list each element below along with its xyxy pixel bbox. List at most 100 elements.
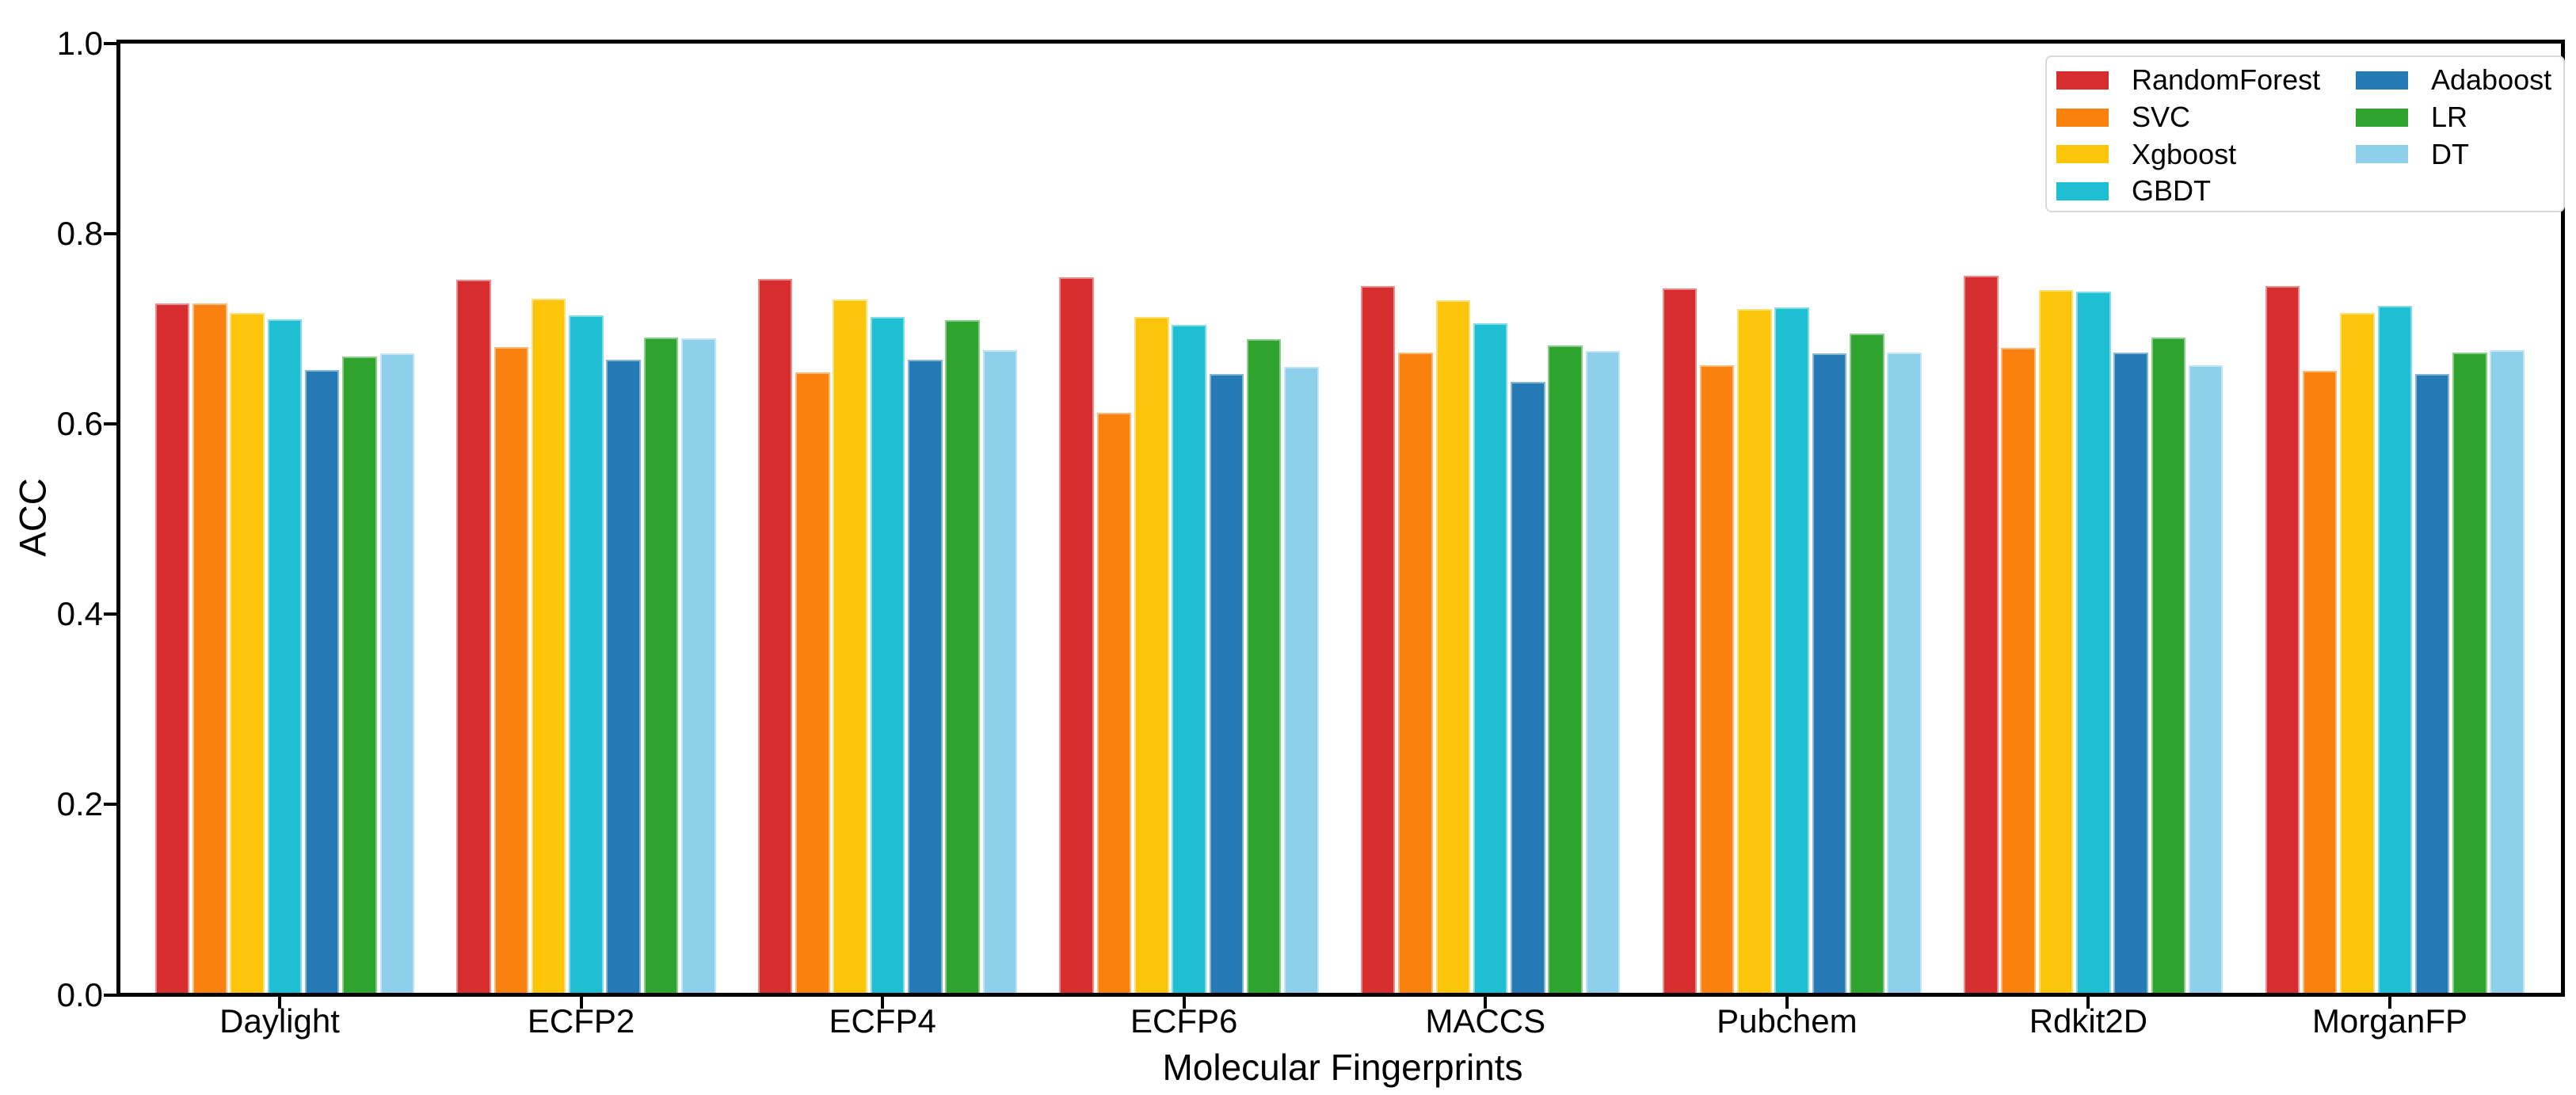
x-tick-mark [1484, 997, 1488, 1009]
bar-gbdt-maccs [1473, 322, 1508, 993]
top-spine [116, 40, 2565, 44]
bar-gbdt-ecfp6 [1172, 325, 1206, 993]
x-tick-label: Daylight [219, 1002, 340, 1040]
legend-label: DT [2431, 137, 2469, 170]
bar-xgboost-ecfp6 [1134, 316, 1169, 993]
bar-randomforest-daylight [154, 303, 190, 993]
right-spine [2561, 40, 2565, 997]
bar-lr-pubchem [1850, 334, 1884, 993]
legend-label: Xgboost [2132, 137, 2237, 170]
bar-dt-ecfp6 [1284, 367, 1319, 993]
y-tick-label: 0.0 [56, 975, 103, 1013]
bar-adaboost-ecfp4 [908, 359, 943, 993]
adaboost-swatch-icon [2356, 71, 2408, 90]
bar-gbdt-pubchem [1774, 307, 1809, 993]
bar-adaboost-rdkit2d [2113, 353, 2148, 993]
x-tick-label: ECFP4 [829, 1002, 936, 1040]
bar-lr-rdkit2d [2151, 337, 2186, 993]
bar-svc-rdkit2d [2001, 348, 2036, 993]
x-axis-title: Molecular Fingerprints [1162, 1047, 1523, 1088]
y-tick-label: 0.6 [56, 405, 103, 443]
bar-dt-morganfp [2490, 349, 2525, 993]
svc-swatch-icon [2056, 108, 2109, 127]
bar-svc-ecfp6 [1096, 412, 1132, 993]
y-tick-mark [104, 803, 116, 807]
bar-xgboost-daylight [230, 312, 265, 993]
legend-label: GBDT [2132, 174, 2212, 208]
legend-label: RandomForest [2132, 63, 2321, 97]
bar-gbdt-morganfp [2377, 306, 2413, 993]
bar-dt-rdkit2d [2188, 364, 2224, 993]
bar-randomforest-rdkit2d [1964, 275, 1999, 993]
bar-xgboost-morganfp [2340, 312, 2375, 993]
bar-lr-ecfp2 [643, 337, 679, 993]
bar-adaboost-ecfp2 [606, 359, 641, 993]
bar-randomforest-ecfp2 [456, 279, 491, 993]
bar-xgboost-maccs [1435, 300, 1471, 993]
bar-svc-morganfp [2302, 370, 2338, 993]
bar-gbdt-ecfp4 [870, 316, 905, 993]
bar-adaboost-pubchem [1812, 353, 1847, 993]
lr-swatch-icon [2356, 108, 2408, 127]
bar-randomforest-ecfp6 [1059, 277, 1094, 993]
bar-lr-daylight [342, 356, 377, 993]
gbdt-swatch-icon [2056, 181, 2109, 200]
bar-lr-ecfp4 [945, 320, 980, 993]
bar-adaboost-daylight [304, 369, 340, 993]
x-tick-mark [1182, 997, 1186, 1009]
bar-dt-pubchem [1887, 353, 1922, 993]
bar-xgboost-pubchem [1737, 308, 1772, 993]
bar-xgboost-ecfp4 [833, 299, 867, 993]
y-tick-mark [104, 232, 116, 236]
y-tick-mark [104, 42, 116, 45]
y-tick-label: 0.4 [56, 595, 103, 633]
bar-gbdt-ecfp2 [569, 315, 604, 993]
bar-adaboost-morganfp [2414, 373, 2450, 993]
bar-adaboost-maccs [1511, 382, 1545, 993]
xgboost-swatch-icon [2056, 145, 2109, 164]
bar-gbdt-daylight [267, 319, 303, 993]
bar-xgboost-rdkit2d [2038, 289, 2074, 993]
legend-item-lr: LR [2356, 99, 2576, 136]
legend: RandomForest SVC Xgboost GBDT Adaboost L… [2045, 55, 2565, 212]
bar-dt-daylight [379, 353, 414, 993]
x-tick-mark [881, 997, 885, 1009]
legend-label: SVC [2132, 101, 2191, 134]
bar-xgboost-ecfp2 [531, 298, 566, 993]
y-tick-mark [104, 993, 116, 997]
x-tick-label: ECFP6 [1130, 1002, 1238, 1040]
bar-randomforest-maccs [1360, 286, 1396, 993]
x-axis-spine [116, 993, 2565, 997]
y-axis-spine [116, 40, 120, 997]
y-axis-title: ACC [11, 478, 54, 557]
bar-svc-maccs [1398, 353, 1433, 993]
legend-item-randomforest: RandomForest [2056, 62, 2356, 99]
dt-swatch-icon [2356, 145, 2408, 164]
x-tick-label: Rdkit2D [2029, 1002, 2148, 1040]
bar-lr-morganfp [2452, 353, 2487, 993]
bar-svc-daylight [192, 303, 227, 993]
x-tick-mark [579, 997, 583, 1009]
bar-lr-ecfp6 [1246, 339, 1282, 993]
x-tick-label: MACCS [1425, 1002, 1546, 1040]
bar-adaboost-ecfp6 [1209, 373, 1244, 993]
x-tick-label: Pubchem [1717, 1002, 1858, 1040]
legend-label: Adaboost [2431, 63, 2552, 97]
bar-svc-ecfp4 [795, 372, 830, 993]
x-tick-mark [278, 997, 281, 1009]
x-tick-mark [2086, 997, 2090, 1009]
y-tick-mark [104, 422, 116, 426]
randomforest-swatch-icon [2056, 71, 2109, 90]
x-tick-label: MorganFP [2311, 1002, 2468, 1040]
bar-dt-maccs [1585, 350, 1621, 993]
bar-svc-pubchem [1699, 364, 1735, 993]
bar-randomforest-ecfp4 [757, 278, 793, 993]
bar-randomforest-morganfp [2265, 286, 2300, 993]
legend-label: LR [2431, 101, 2468, 134]
bar-lr-maccs [1548, 345, 1583, 993]
x-tick-mark [1785, 997, 1789, 1009]
x-tick-mark [2387, 997, 2391, 1009]
legend-item-adaboost: Adaboost [2356, 62, 2576, 99]
bar-dt-ecfp2 [681, 338, 716, 993]
